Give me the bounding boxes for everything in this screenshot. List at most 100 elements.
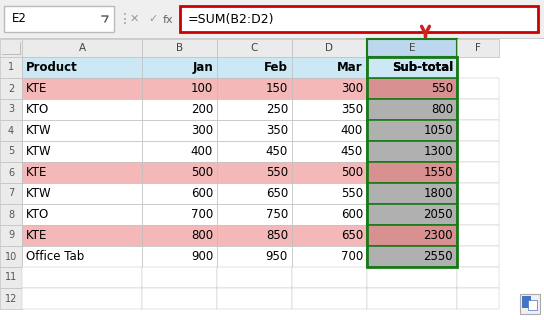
Bar bbox=[367, 141, 457, 162]
Text: 9: 9 bbox=[8, 230, 14, 241]
Text: 550: 550 bbox=[341, 187, 363, 200]
Bar bbox=[217, 225, 292, 246]
Bar bbox=[292, 141, 367, 162]
Text: Feb: Feb bbox=[264, 61, 288, 74]
Bar bbox=[0, 57, 22, 78]
Bar bbox=[457, 267, 499, 288]
Text: Sub-total: Sub-total bbox=[392, 61, 453, 74]
Text: 8: 8 bbox=[8, 210, 14, 220]
Bar bbox=[217, 288, 292, 309]
Text: Mar: Mar bbox=[337, 61, 363, 74]
Bar bbox=[22, 183, 142, 204]
Text: Product: Product bbox=[26, 61, 78, 74]
Bar bbox=[217, 120, 292, 141]
Bar bbox=[457, 78, 499, 99]
Bar bbox=[457, 99, 499, 120]
Text: 800: 800 bbox=[431, 103, 453, 116]
Bar bbox=[457, 246, 499, 267]
Text: 600: 600 bbox=[191, 187, 213, 200]
Text: 300: 300 bbox=[191, 124, 213, 137]
Bar bbox=[292, 57, 367, 78]
Bar bbox=[457, 288, 499, 309]
Bar bbox=[142, 78, 217, 99]
Text: Office Tab: Office Tab bbox=[26, 250, 84, 263]
Bar bbox=[457, 39, 499, 57]
Bar bbox=[22, 78, 142, 99]
Text: 800: 800 bbox=[191, 229, 213, 242]
Bar bbox=[0, 39, 544, 320]
Bar bbox=[292, 39, 367, 57]
Bar bbox=[457, 162, 499, 183]
Bar bbox=[0, 39, 22, 57]
Text: 500: 500 bbox=[191, 166, 213, 179]
Bar bbox=[292, 246, 367, 267]
Bar bbox=[0, 99, 22, 120]
Bar bbox=[217, 204, 292, 225]
Bar bbox=[142, 183, 217, 204]
Bar bbox=[22, 225, 142, 246]
Bar bbox=[0, 78, 22, 99]
Bar bbox=[457, 204, 499, 225]
Text: 4: 4 bbox=[8, 125, 14, 135]
Text: 750: 750 bbox=[266, 208, 288, 221]
Bar bbox=[0, 225, 22, 246]
Bar bbox=[367, 99, 457, 120]
Text: 1550: 1550 bbox=[423, 166, 453, 179]
Text: 600: 600 bbox=[341, 208, 363, 221]
Bar bbox=[292, 225, 367, 246]
Bar bbox=[292, 288, 367, 309]
Bar bbox=[142, 267, 217, 288]
Bar bbox=[367, 267, 457, 288]
Bar bbox=[0, 267, 22, 288]
Bar bbox=[367, 39, 457, 57]
Text: A: A bbox=[78, 43, 85, 53]
Bar bbox=[457, 183, 499, 204]
Text: 700: 700 bbox=[191, 208, 213, 221]
Text: 550: 550 bbox=[266, 166, 288, 179]
Bar bbox=[142, 99, 217, 120]
Text: 550: 550 bbox=[431, 82, 453, 95]
Text: C: C bbox=[251, 43, 258, 53]
Text: 2300: 2300 bbox=[423, 229, 453, 242]
Bar bbox=[180, 6, 538, 32]
Text: 1300: 1300 bbox=[423, 145, 453, 158]
Bar bbox=[142, 246, 217, 267]
Bar bbox=[142, 225, 217, 246]
Bar bbox=[22, 246, 142, 267]
Text: fx: fx bbox=[163, 15, 174, 25]
Text: 450: 450 bbox=[341, 145, 363, 158]
Bar bbox=[142, 204, 217, 225]
Text: KTW: KTW bbox=[26, 145, 52, 158]
Bar bbox=[22, 120, 142, 141]
Text: 450: 450 bbox=[266, 145, 288, 158]
Bar bbox=[217, 78, 292, 99]
Bar bbox=[367, 57, 457, 78]
Text: 250: 250 bbox=[266, 103, 288, 116]
Bar bbox=[367, 78, 457, 99]
Bar bbox=[367, 288, 457, 309]
Bar bbox=[292, 204, 367, 225]
Bar bbox=[522, 296, 531, 308]
Bar bbox=[217, 162, 292, 183]
Text: 950: 950 bbox=[266, 250, 288, 263]
Bar bbox=[0, 246, 22, 267]
Bar bbox=[367, 162, 457, 183]
Text: B: B bbox=[176, 43, 183, 53]
Bar bbox=[367, 183, 457, 204]
Text: 1: 1 bbox=[8, 62, 14, 73]
Text: Sub-total: Sub-total bbox=[392, 61, 453, 74]
Bar bbox=[292, 99, 367, 120]
Bar bbox=[367, 57, 457, 78]
Text: E2: E2 bbox=[12, 12, 27, 26]
Bar bbox=[22, 267, 142, 288]
Text: F: F bbox=[475, 43, 481, 53]
Bar bbox=[0, 162, 22, 183]
Text: 3: 3 bbox=[8, 105, 14, 115]
Bar bbox=[217, 141, 292, 162]
Bar bbox=[217, 39, 292, 57]
Bar bbox=[0, 183, 22, 204]
Text: 5: 5 bbox=[8, 147, 14, 156]
Bar bbox=[0, 0, 544, 38]
Text: 11: 11 bbox=[5, 273, 17, 283]
Bar bbox=[367, 246, 457, 267]
